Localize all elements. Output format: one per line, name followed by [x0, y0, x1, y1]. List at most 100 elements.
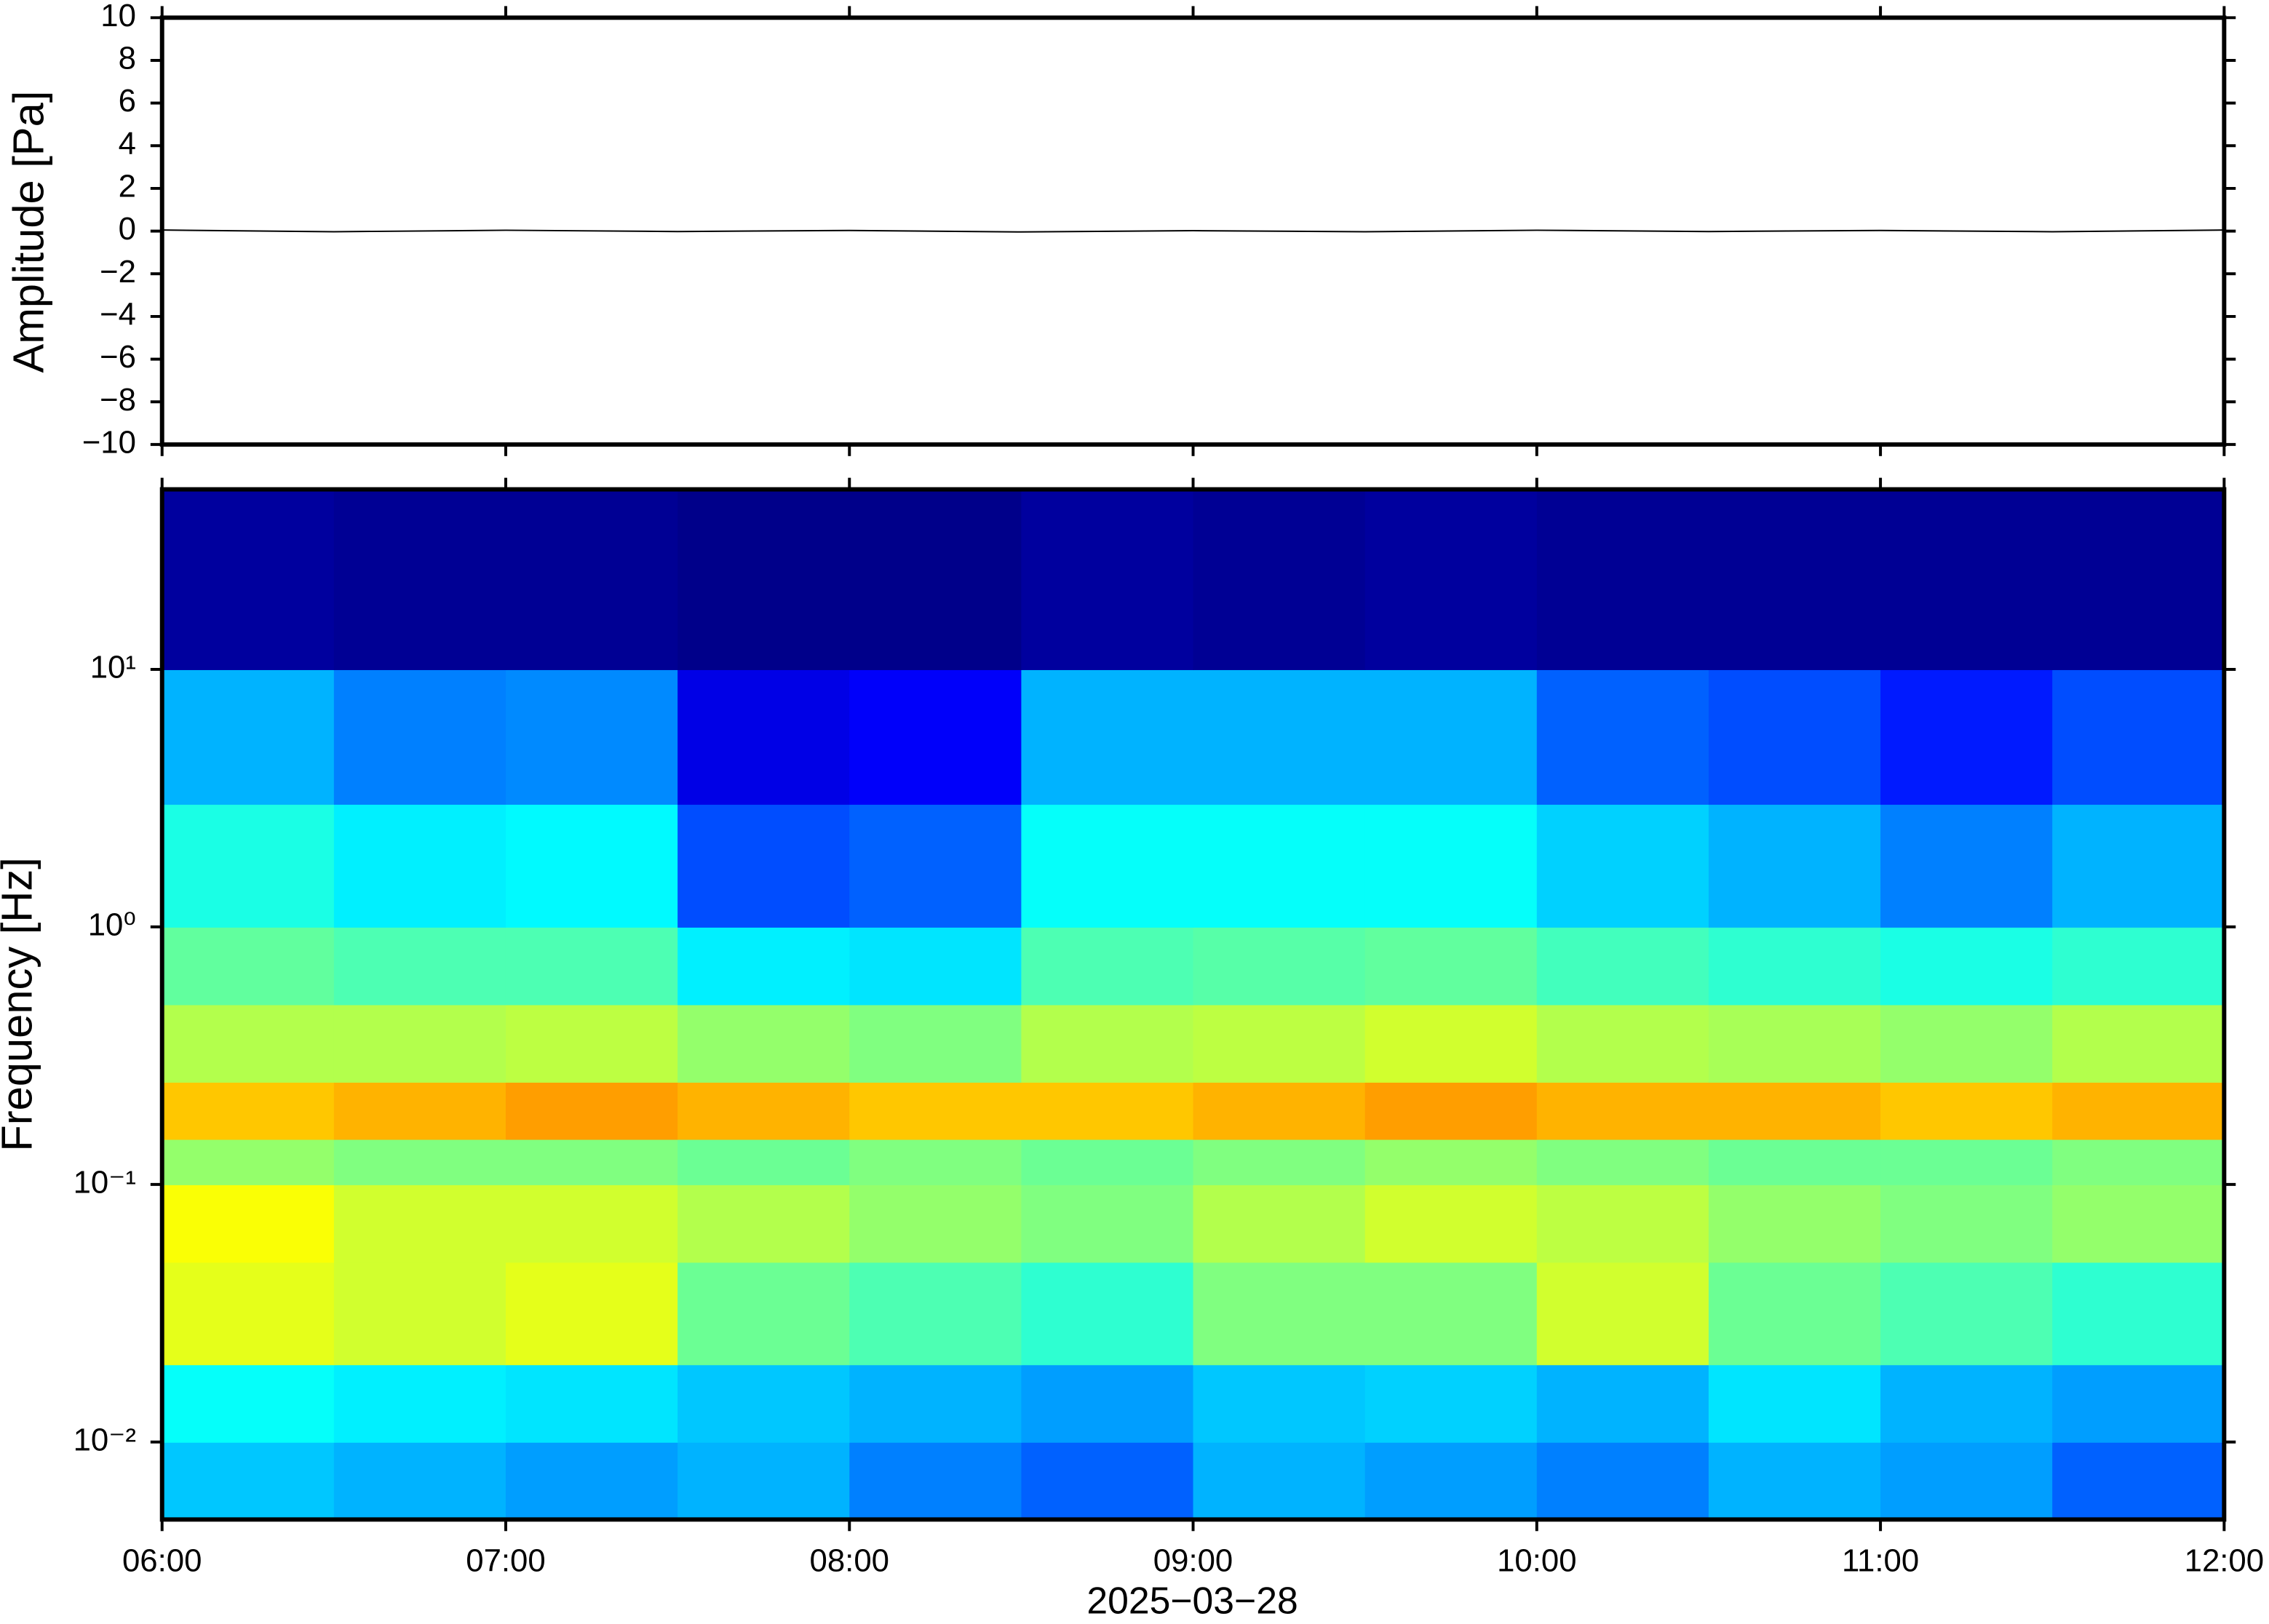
spectrogram-cell [1364, 1364, 1538, 1443]
y-tick-label: 4 [119, 126, 136, 162]
spectrogram-cell [1021, 1004, 1194, 1083]
y-tick-label: 10⁻¹ [73, 1164, 136, 1200]
spectrogram-cell [1021, 489, 1194, 670]
spectrogram-cell [677, 1139, 851, 1185]
spectrogram-cell [505, 926, 679, 1006]
x-tick-label: 08:00 [810, 1543, 889, 1579]
spectrogram-cell [1021, 926, 1194, 1006]
spectrogram-cell [677, 926, 851, 1006]
spectrogram-cell [1364, 1184, 1538, 1263]
spectrogram-cell [162, 1184, 335, 1263]
x-tick-label: 09:00 [1153, 1543, 1233, 1579]
spectrogram-cell [2052, 1364, 2225, 1443]
spectrogram-cell [162, 1262, 335, 1366]
spectrogram-cell [162, 669, 335, 805]
spectrogram-cell [505, 804, 679, 928]
spectrogram-cell [677, 1082, 851, 1140]
spectrogram-cell [1880, 1364, 2054, 1443]
spectrogram-cell [1364, 669, 1538, 805]
y-tick-label: 10¹ [90, 650, 136, 685]
spectrogram-cell [333, 489, 506, 670]
spectrogram-cell [1880, 1184, 2054, 1263]
spectrogram-cell [849, 926, 1022, 1006]
spectrogram-cell [1193, 1004, 1366, 1083]
spectrogram-cell [1708, 489, 1882, 670]
spectrogram-cell [1880, 1004, 2054, 1083]
spectrogram-cell [1021, 1184, 1194, 1263]
spectrogram-cell [1536, 1441, 1709, 1521]
spectrogram-cell [1536, 1004, 1709, 1083]
spectrogram-cell [162, 1441, 335, 1521]
spectrogram-cell [1880, 804, 2054, 928]
spectrogram-cell [1708, 1184, 1882, 1263]
spectrogram-cell [333, 1441, 506, 1521]
spectrogram-cell [677, 669, 851, 805]
spectrogram-cell [849, 1262, 1022, 1366]
waveform [162, 229, 2225, 233]
spectrogram-cell [849, 669, 1022, 805]
spectrogram-cell [849, 1082, 1022, 1140]
spectrogram-cell [1193, 1262, 1366, 1366]
spectrogram-cell [677, 1184, 851, 1263]
y-tick-label: 8 [119, 41, 136, 76]
spectrogram-cell [1536, 804, 1709, 928]
spectrogram-cell [505, 1004, 679, 1083]
spectrogram-cell [162, 489, 335, 670]
spectrogram-cell [505, 1139, 679, 1185]
spectrogram-cell [162, 1139, 335, 1185]
spectrogram-cell [2052, 926, 2225, 1006]
spectrogram-cell [1708, 804, 1882, 928]
spectrogram-cell [1880, 489, 2054, 670]
spectrogram-cell [1708, 1262, 1882, 1366]
spectrogram-cell [1193, 1184, 1366, 1263]
spectrogram-cell [677, 1262, 851, 1366]
spectrogram-cell [333, 804, 506, 928]
spectrogram-cell [1364, 804, 1538, 928]
spectrogram-cell [162, 1082, 335, 1140]
y-tick-label: −8 [100, 382, 136, 418]
spectrogram-cell [1021, 1364, 1194, 1443]
spectrogram-cell [1880, 926, 2054, 1006]
spectrogram-cell [2052, 489, 2225, 670]
spectrogram-cell [1364, 1262, 1538, 1366]
spectrogram-cell [677, 489, 851, 670]
spectrogram-cell [1364, 926, 1538, 1006]
spectrogram-cell [1536, 489, 1709, 670]
y-tick-label: 10⁻² [73, 1422, 136, 1457]
x-tick-label: 06:00 [122, 1543, 202, 1579]
spectrogram-cell [333, 669, 506, 805]
spectrogram-cell [2052, 669, 2225, 805]
spectrogram-cell [677, 804, 851, 928]
spectrogram-cell [1536, 1082, 1709, 1140]
y-tick-label: 6 [119, 83, 136, 119]
spectrogram-cell [2052, 1082, 2225, 1140]
y-tick-label: 10⁰ [88, 907, 136, 942]
spectrogram-cell [1193, 1139, 1366, 1185]
y-tick-label: −10 [82, 424, 136, 460]
spectrogram-cell [1364, 1004, 1538, 1083]
y-axis-label: Frequency [Hz] [0, 857, 41, 1151]
spectrogram-cell [1708, 669, 1882, 805]
spectrogram-cell [1021, 1082, 1194, 1140]
spectrogram-cell [333, 1082, 506, 1140]
x-tick-label: 07:00 [466, 1543, 545, 1579]
y-tick-label: 2 [119, 168, 136, 204]
spectrogram-cell [849, 1004, 1022, 1083]
spectrogram-cell [1880, 1082, 2054, 1140]
spectrogram-cell [1708, 1441, 1882, 1521]
spectrogram-cell [505, 1184, 679, 1263]
spectrogram-cell [1880, 1139, 2054, 1185]
y-tick-label: 0 [119, 211, 136, 247]
spectrogram-cell [2052, 1184, 2225, 1263]
spectrogram-cell [505, 1441, 679, 1521]
x-axis-label: 2025−03−28 [1086, 1579, 1298, 1621]
x-tick-label: 10:00 [1497, 1543, 1576, 1579]
spectrogram-cell [1193, 669, 1366, 805]
spectrogram-cell [333, 1364, 506, 1443]
spectrogram-cell [333, 926, 506, 1006]
spectrogram-cell [333, 1139, 506, 1185]
spectrogram-cell [1193, 1082, 1366, 1140]
spectrogram-cell [849, 1441, 1022, 1521]
